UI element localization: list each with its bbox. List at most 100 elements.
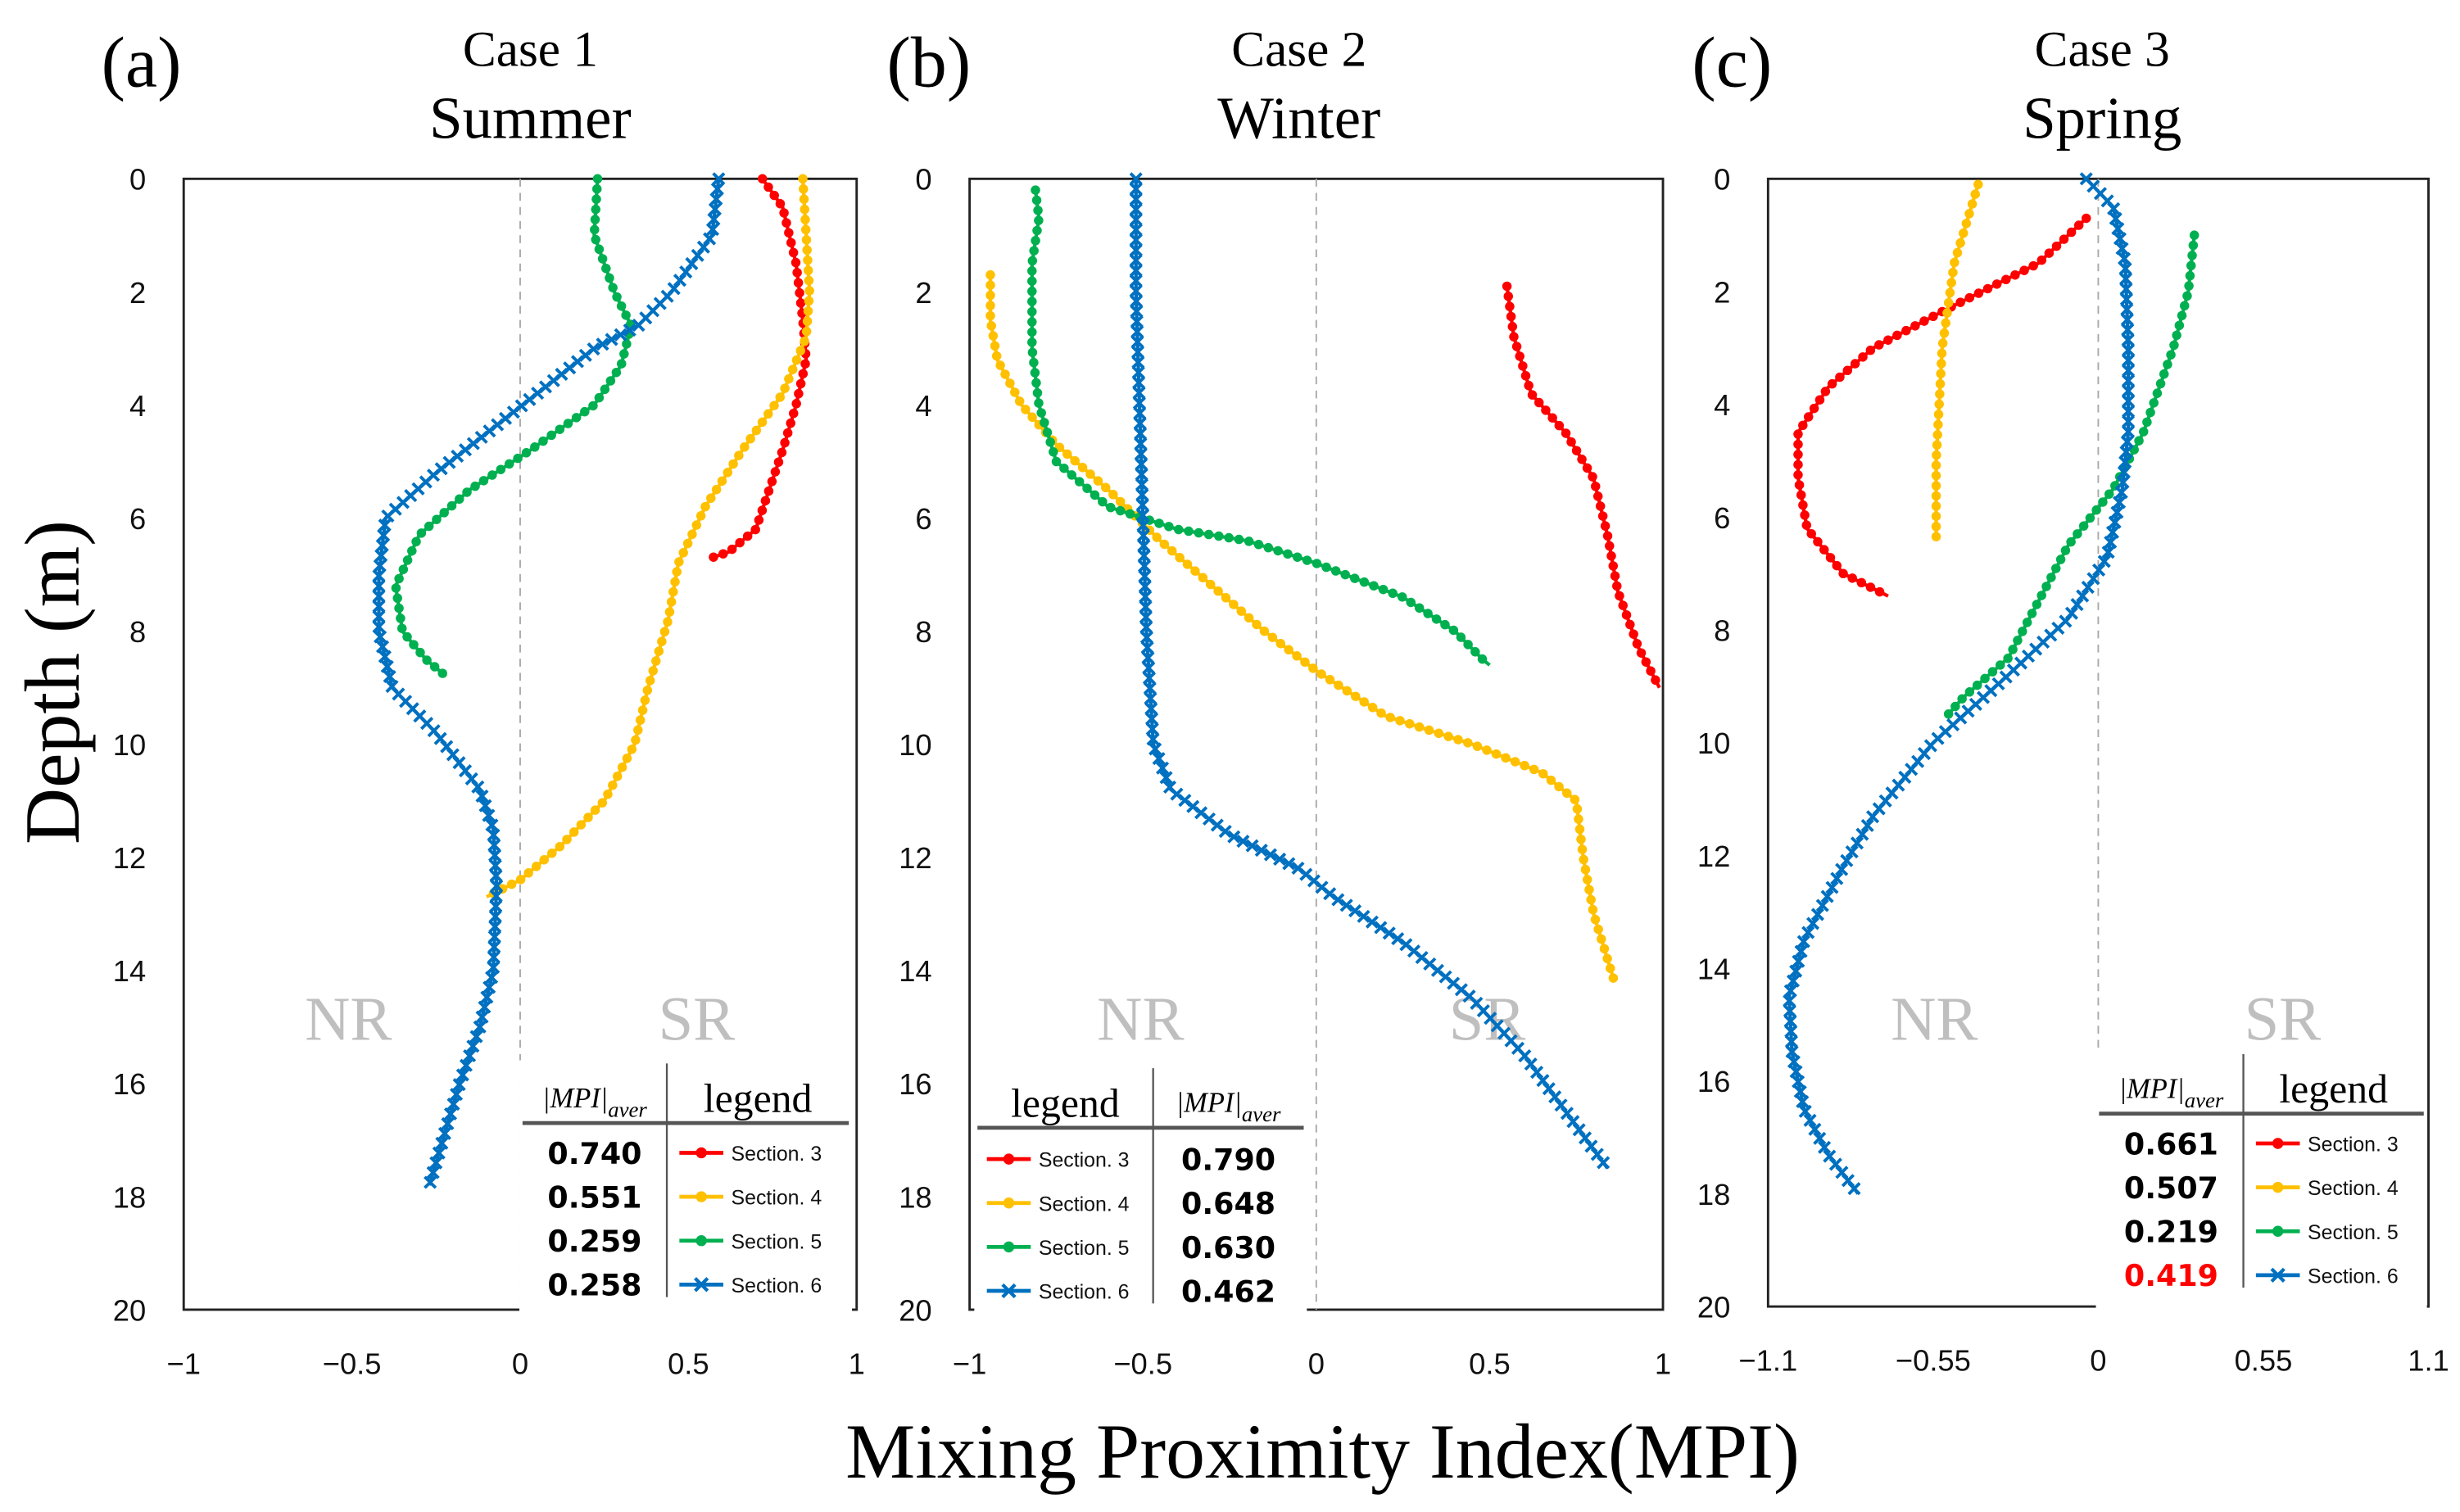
data-point-marker: [1910, 321, 1920, 331]
data-point-marker: [1141, 651, 1155, 665]
data-point-marker: [1874, 586, 1885, 597]
data-point-marker: [372, 609, 386, 623]
data-point-marker: [2121, 323, 2135, 337]
data-point-marker: [478, 476, 489, 486]
data-point-marker: [372, 600, 386, 613]
data-point-marker: [1865, 810, 1880, 824]
data-point-marker: [612, 772, 623, 781]
legend-entry-label: Section. 5: [1039, 1237, 1130, 1260]
data-point-marker: [1190, 566, 1200, 576]
y-tick-label: 10: [899, 728, 931, 762]
data-point-marker: [1593, 924, 1603, 935]
data-point-marker: [409, 640, 419, 650]
data-point-marker: [1376, 708, 1386, 718]
data-point-marker: [478, 799, 492, 813]
data-point-marker: [1138, 569, 1152, 583]
data-point-marker: [734, 450, 744, 460]
data-point-marker: [1424, 725, 1434, 736]
data-point-marker: [1973, 288, 1984, 298]
data-point-marker: [1142, 671, 1157, 685]
data-point-marker: [614, 328, 627, 342]
data-point-marker: [803, 306, 813, 316]
data-point-marker: [1135, 468, 1148, 482]
data-point-marker: [2059, 234, 2069, 244]
data-point-marker: [2101, 545, 2115, 559]
data-point-marker: [1612, 581, 1622, 591]
data-point-marker: [592, 174, 603, 184]
data-point-marker: [1027, 306, 1037, 317]
data-point-marker: [1405, 718, 1415, 729]
data-point-marker: [2055, 555, 2066, 564]
data-point-marker: [1456, 632, 1466, 642]
data-point-marker: [1590, 914, 1601, 925]
data-point-marker: [2019, 265, 2029, 275]
data-point-marker: [640, 695, 650, 705]
data-point-marker: [496, 464, 506, 474]
data-point-marker: [1142, 661, 1156, 675]
data-point-marker: [1783, 994, 1796, 1007]
data-point-marker: [1621, 610, 1632, 620]
data-point-marker: [750, 524, 760, 535]
data-point-marker: [2122, 414, 2136, 428]
data-point-marker: [429, 1156, 443, 1170]
data-point-marker: [1618, 600, 1628, 610]
data-point-marker: [670, 577, 680, 587]
data-point-marker: [1931, 501, 1941, 511]
data-point-marker: [487, 940, 501, 954]
data-point-marker: [1955, 238, 1965, 248]
data-point-marker: [2078, 521, 2089, 531]
data-point-marker: [590, 805, 600, 815]
data-point-marker: [1813, 536, 1823, 547]
data-point-marker: [2119, 292, 2134, 306]
data-point-marker: [1606, 551, 1616, 561]
data-point-marker: [1152, 752, 1166, 766]
data-point-marker: [576, 820, 587, 830]
data-point-marker: [2003, 654, 2013, 663]
data-point-marker: [740, 442, 750, 452]
mpi-aver-header: |MPI|aver: [2119, 1073, 2224, 1111]
data-point-marker: [530, 442, 540, 452]
data-point-marker: [1830, 871, 1844, 885]
data-point-marker: [475, 1010, 489, 1024]
legend-entry-label: Section. 3: [1039, 1149, 1130, 1172]
data-point-marker: [705, 223, 720, 237]
data-point-marker: [1031, 185, 1040, 195]
data-point-marker: [1227, 830, 1241, 844]
x-tick-label: 1: [1655, 1347, 1671, 1380]
data-point-marker: [795, 346, 805, 355]
data-point-marker: [1125, 509, 1135, 519]
data-point-marker: [1874, 340, 1884, 350]
data-point-marker: [1330, 566, 1341, 576]
data-point-marker: [800, 336, 809, 346]
data-point-marker: [1933, 410, 1944, 419]
data-point-marker: [1792, 954, 1805, 968]
data-point-marker: [392, 593, 402, 604]
data-point-marker: [1133, 416, 1147, 431]
data-point-marker: [470, 481, 480, 491]
data-point-marker: [1152, 532, 1162, 542]
data-point-marker: [1340, 569, 1350, 580]
data-point-marker: [703, 232, 717, 246]
data-point-marker: [1067, 470, 1077, 480]
data-point-marker: [757, 417, 768, 428]
data-point-marker: [1651, 675, 1660, 686]
data-point-marker: [2149, 398, 2159, 408]
data-point-marker: [1506, 311, 1516, 322]
series-section-4: [485, 174, 814, 899]
data-point-marker: [1074, 477, 1085, 487]
data-point-marker: [375, 640, 390, 654]
data-point-marker: [1991, 279, 2002, 289]
panel-title-case: Case 1: [463, 21, 598, 77]
data-point-marker: [757, 505, 768, 515]
data-point-marker: [786, 418, 795, 428]
data-point-marker: [1964, 209, 1974, 219]
data-point-marker: [691, 520, 702, 530]
data-point-marker: [402, 555, 413, 565]
data-point-marker: [709, 552, 718, 562]
data-point-marker: [718, 549, 728, 559]
data-point-marker: [432, 514, 442, 524]
data-point-marker: [1308, 663, 1318, 673]
data-point-marker: [1367, 703, 1378, 713]
data-point-marker: [372, 589, 386, 603]
data-point-marker: [1325, 675, 1335, 685]
